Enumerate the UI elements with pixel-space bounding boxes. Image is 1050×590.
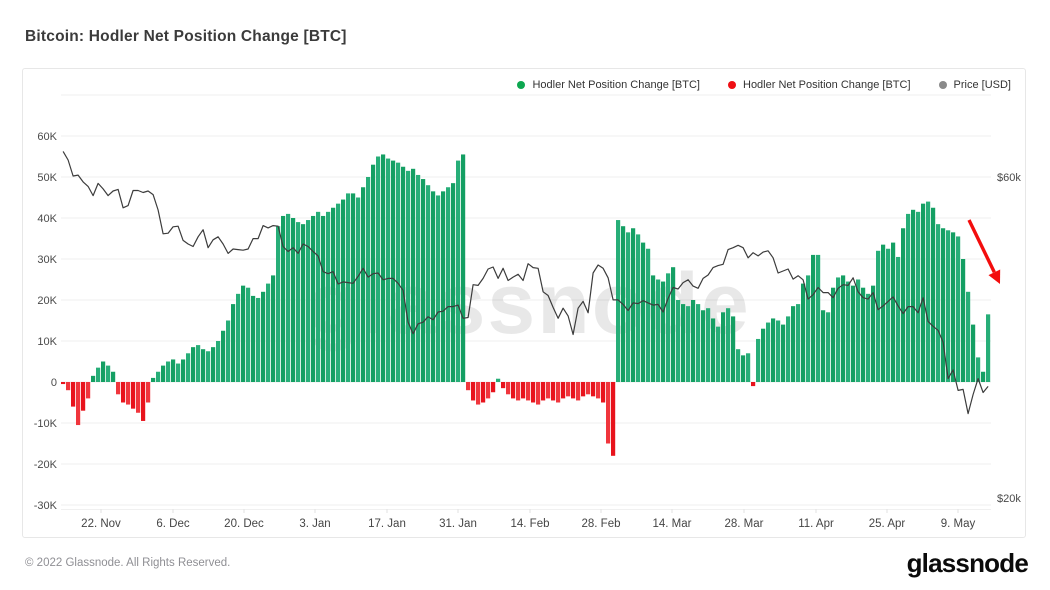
downtrend-arrow-annotation [967, 219, 1001, 284]
svg-text:60K: 60K [37, 131, 57, 143]
svg-text:3. Jan: 3. Jan [299, 518, 330, 530]
svg-text:$60k: $60k [997, 172, 1021, 184]
svg-text:28. Mar: 28. Mar [725, 518, 764, 530]
legend-item-price[interactable]: Price [USD] [938, 79, 1011, 91]
hodler-net-position-chart[interactable]: 60K 50K 40K 30K 20K 10K 0 -10K -20K -30K $60k $20k 2… [23, 69, 1025, 537]
legend-label: Hodler Net Position Change [BTC] [532, 79, 700, 91]
price-axis-labels: $60k $20k [997, 172, 1021, 505]
net-position-bars [61, 154, 991, 456]
svg-text:14. Feb: 14. Feb [511, 518, 550, 530]
svg-text:0: 0 [51, 377, 57, 389]
legend-item-hodler-negative[interactable]: Hodler Net Position Change [BTC] [728, 79, 911, 91]
svg-text:40K: 40K [37, 213, 57, 225]
svg-text:6. Dec: 6. Dec [156, 518, 189, 530]
legend-label: Hodler Net Position Change [BTC] [743, 79, 911, 91]
x-axis-labels: 22. Nov 6. Dec 20. Dec 3. Jan 17. Jan 31. Jan… [81, 509, 976, 530]
legend-label: Price [USD] [953, 79, 1011, 91]
svg-text:$20k: $20k [997, 493, 1021, 505]
left-axis-labels: 60K 50K 40K 30K 20K 10K 0 -10K -20K -30K [34, 131, 58, 512]
price-line [62, 151, 989, 415]
chart-card: 60K 50K 40K 30K 20K 10K 0 -10K -20K -30K $60k $20k 2… [22, 68, 1026, 538]
svg-text:28. Feb: 28. Feb [582, 518, 621, 530]
svg-text:31. Jan: 31. Jan [439, 518, 477, 530]
svg-text:-10K: -10K [34, 418, 58, 430]
svg-text:30K: 30K [37, 254, 57, 266]
page-title: Bitcoin: Hodler Net Position Change [BTC… [25, 28, 347, 45]
svg-text:-20K: -20K [34, 459, 58, 471]
svg-text:20K: 20K [37, 295, 57, 307]
svg-text:20. Dec: 20. Dec [224, 518, 264, 530]
svg-text:-30K: -30K [34, 500, 58, 512]
chart-legend: Hodler Net Position Change [BTC] Hodler … [517, 79, 1011, 91]
svg-text:11. Apr: 11. Apr [798, 518, 834, 530]
copyright-text: © 2022 Glassnode. All Rights Reserved. [25, 557, 231, 569]
svg-text:25. Apr: 25. Apr [869, 518, 906, 530]
svg-text:10K: 10K [37, 336, 57, 348]
svg-text:17. Jan: 17. Jan [368, 518, 406, 530]
svg-text:9. May: 9. May [941, 518, 976, 530]
svg-text:22. Nov: 22. Nov [81, 518, 121, 530]
glassnode-logo: glassnode [906, 548, 1029, 578]
svg-text:14. Mar: 14. Mar [653, 518, 692, 530]
legend-item-hodler-positive[interactable]: Hodler Net Position Change [BTC] [517, 79, 700, 91]
legend-dot-gray-icon [938, 81, 947, 89]
gridlines [61, 94, 991, 510]
legend-dot-green-icon [517, 81, 526, 89]
svg-text:50K: 50K [37, 172, 57, 184]
legend-dot-red-icon [728, 81, 736, 89]
